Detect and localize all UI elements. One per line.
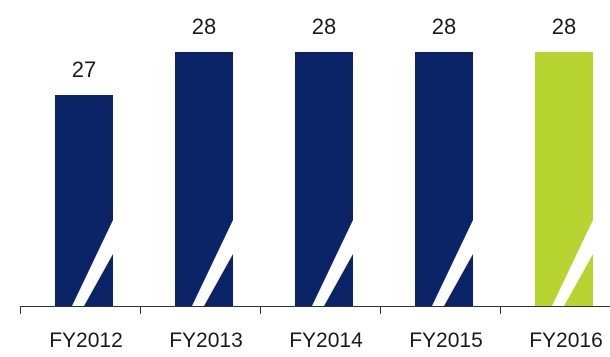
value-label-fy2016: 28 — [552, 14, 576, 39]
axis-break-mark-fy2015 — [432, 220, 473, 306]
tick-label-fy2015: FY2015 — [409, 329, 483, 352]
value-labels-group: 27 28 28 28 28 — [72, 14, 576, 82]
bars-group — [55, 52, 593, 306]
axis-break-mark-fy2016 — [552, 220, 593, 306]
value-label-fy2015: 28 — [432, 14, 456, 39]
x-axis-ticks-group — [20, 306, 501, 314]
value-label-fy2013: 28 — [192, 14, 216, 39]
axis-break-mark-fy2013 — [192, 220, 233, 306]
x-axis-tick-labels-group: FY2012 FY2013 FY2014 FY2015 FY2016 — [49, 329, 603, 352]
bar-fy2012 — [55, 95, 113, 306]
axis-break-mark-fy2012 — [72, 220, 113, 306]
tick-label-fy2013: FY2013 — [169, 329, 243, 352]
value-label-fy2012: 27 — [72, 57, 96, 82]
value-label-fy2014: 28 — [312, 14, 336, 39]
tick-label-fy2012: FY2012 — [49, 329, 123, 352]
tick-label-fy2014: FY2014 — [289, 329, 363, 352]
axis-break-mark-fy2014 — [312, 220, 353, 306]
tick-label-fy2016: FY2016 — [529, 329, 603, 352]
